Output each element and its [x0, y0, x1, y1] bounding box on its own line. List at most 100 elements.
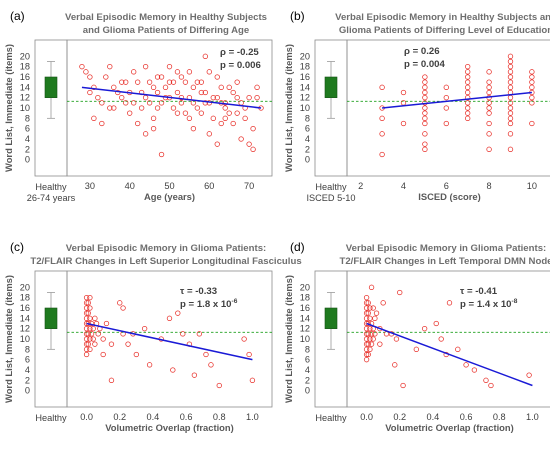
stat-symbol: τ: [460, 286, 465, 297]
data-point: [95, 94, 101, 101]
trend-line: [86, 322, 253, 361]
y-tick-label: 18: [20, 62, 30, 72]
data-point: [230, 120, 236, 127]
data-point: [507, 63, 514, 70]
stat-operator: =: [410, 46, 421, 57]
data-point: [230, 89, 236, 96]
data-point: [486, 89, 492, 96]
data-point: [246, 141, 252, 147]
data-point: [198, 79, 205, 85]
y-tick-label: 12: [20, 93, 30, 103]
data-point: [234, 94, 240, 101]
data-point: [87, 305, 93, 311]
data-point: [83, 331, 90, 337]
x-tick-label: 30: [85, 181, 95, 191]
data-point: [218, 84, 224, 91]
data-point: [108, 377, 115, 384]
data-point: [363, 346, 370, 353]
data-point: [83, 310, 90, 316]
stat-value: 0.004: [421, 59, 446, 70]
data-point: [446, 300, 453, 306]
data-point: [254, 84, 260, 91]
data-point: [246, 94, 252, 101]
x-tick-label: 0.4: [147, 412, 160, 422]
data-point: [90, 336, 96, 342]
x-tick-label: 10: [527, 181, 537, 191]
chart-title-line: Verbal Episodic Memory in Healthy Subjec…: [65, 12, 267, 23]
data-point: [85, 300, 91, 306]
y-tick-label: 8: [305, 113, 310, 123]
data-point: [465, 100, 471, 106]
y-axis-label: Word List, Immediate (items): [3, 44, 14, 172]
data-point: [95, 331, 101, 337]
stat-value: 0.26: [421, 46, 440, 57]
data-point: [465, 115, 471, 122]
data-point: [88, 331, 95, 337]
data-point: [507, 58, 514, 65]
data-point: [162, 84, 169, 91]
y-tick-label: 10: [300, 103, 310, 113]
data-point: [465, 63, 471, 70]
data-point: [206, 69, 212, 75]
y-tick-label: 8: [25, 113, 30, 123]
data-point: [443, 94, 449, 101]
data-point: [87, 74, 93, 80]
data-point: [422, 84, 428, 91]
y-tick-label: 20: [300, 282, 310, 292]
data-point: [87, 294, 93, 301]
data-point: [166, 63, 173, 70]
data-point: [443, 84, 449, 91]
data-point: [465, 105, 471, 111]
data-point: [400, 382, 406, 389]
y-tick-label: 12: [300, 324, 310, 334]
data-point: [443, 105, 449, 111]
x-tick-label: 0.8: [213, 412, 226, 422]
data-point: [202, 89, 208, 96]
data-point: [526, 372, 532, 378]
data-point: [238, 136, 244, 142]
data-point: [400, 89, 407, 96]
data-point: [507, 120, 514, 127]
data-point: [529, 84, 535, 91]
data-point: [117, 300, 123, 306]
data-point: [83, 341, 90, 347]
data-point: [507, 110, 514, 116]
stat-operator: =: [410, 59, 421, 70]
data-point: [370, 336, 376, 342]
data-point: [146, 100, 153, 106]
x-tick-label: 40: [125, 181, 135, 191]
data-point: [125, 341, 131, 347]
data-point: [222, 100, 228, 106]
data-point: [529, 120, 535, 127]
data-point: [208, 362, 214, 368]
trend-line: [81, 86, 262, 109]
panel-label: (a): [10, 9, 25, 23]
data-point: [175, 310, 181, 316]
data-point: [166, 79, 173, 85]
x-tick-label: 1.0: [246, 412, 259, 422]
data-point: [507, 146, 514, 153]
data-point: [170, 105, 177, 111]
x-tick-label: 0.0: [80, 412, 93, 422]
data-point: [79, 63, 85, 70]
y-tick-label: 14: [300, 82, 310, 92]
data-point: [190, 84, 197, 91]
data-point: [486, 110, 492, 116]
data-point: [123, 79, 129, 85]
data-point: [186, 69, 193, 75]
x-tick-label: 6: [444, 181, 449, 191]
y-tick-label: 10: [20, 103, 30, 113]
data-point: [178, 74, 185, 80]
y-tick-label: 6: [25, 355, 30, 365]
data-point: [87, 336, 93, 342]
stat-operator: =: [184, 286, 195, 297]
stat-operator: =: [186, 299, 197, 310]
data-point: [363, 294, 370, 301]
data-point: [486, 79, 492, 85]
data-point: [99, 100, 105, 106]
data-point: [377, 341, 383, 347]
y-axis-label: Word List, Immediate (items): [283, 275, 294, 403]
data-point: [488, 382, 494, 389]
data-point: [131, 69, 137, 75]
data-point: [210, 94, 216, 101]
